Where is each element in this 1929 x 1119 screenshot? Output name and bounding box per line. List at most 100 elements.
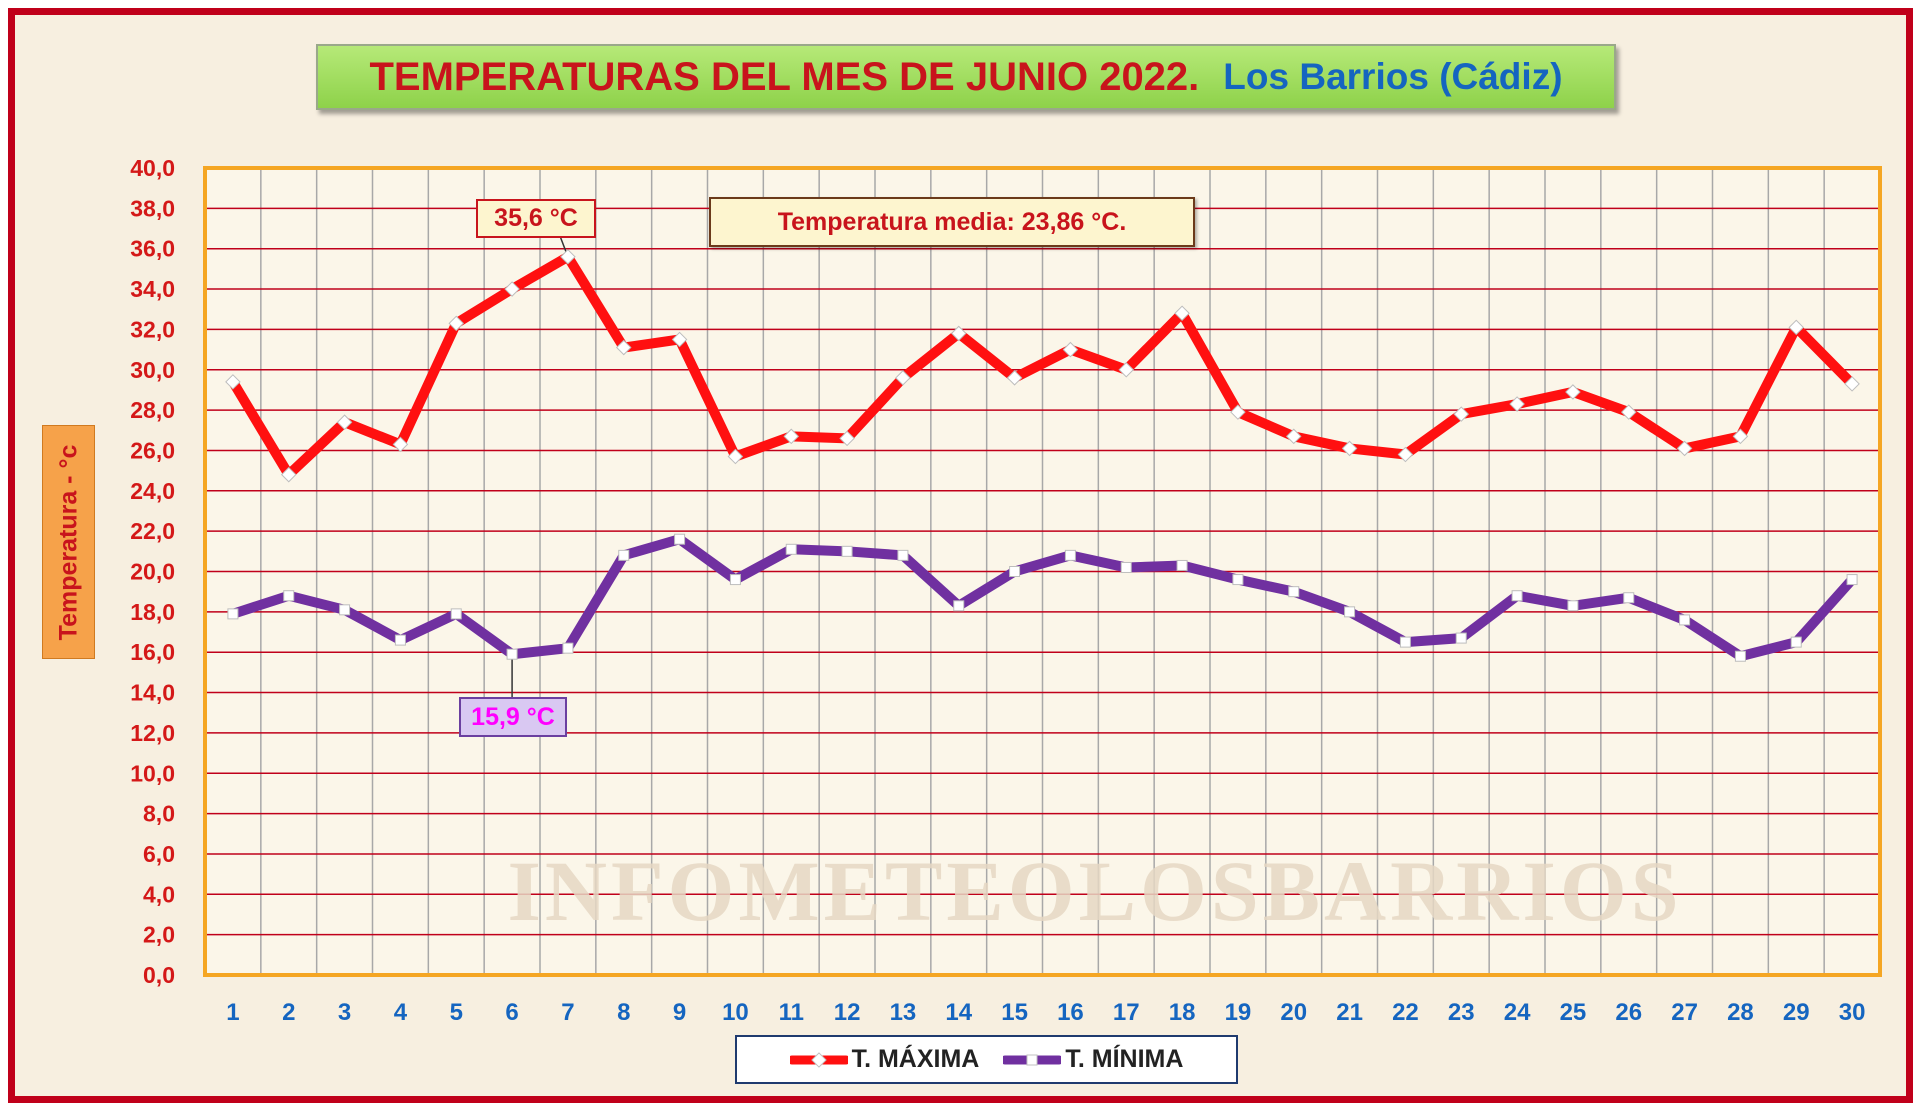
x-tick-label: 15 (1001, 999, 1028, 1026)
legend-label-min: T. MÍNIMA (1065, 1045, 1184, 1073)
x-tick-label: 1 (226, 999, 239, 1026)
series-points-max (225, 248, 1860, 483)
data-point (336, 414, 353, 430)
min-temperature-callout: 15,9 °C (459, 697, 567, 737)
data-point (1288, 586, 1300, 598)
x-tick-label: 17 (1113, 999, 1140, 1026)
data-point (1453, 406, 1470, 422)
data-point (1788, 319, 1805, 336)
data-point (785, 543, 797, 555)
x-tick-label: 25 (1560, 999, 1587, 1026)
data-point (1232, 574, 1244, 586)
plot-border (203, 166, 1882, 977)
legend-swatch-min (1003, 1054, 1062, 1065)
x-tick-label: 16 (1057, 999, 1084, 1026)
x-tick-label: 13 (890, 999, 917, 1026)
watermark: INFOMETEOLOSBARRIOS (507, 843, 1682, 939)
y-tick-label: 4,0 (143, 881, 175, 907)
chart-title: TEMPERATURAS DEL MES DE JUNIO 2022. (369, 54, 1200, 99)
series-points-min (227, 533, 1858, 662)
x-tick-label: 9 (673, 999, 686, 1026)
x-tick-label: 11 (779, 999, 804, 1026)
data-point (1174, 305, 1190, 322)
x-tick-label: 8 (617, 999, 630, 1026)
y-tick-label: 16,0 (130, 639, 175, 665)
data-point (504, 281, 520, 297)
data-point (394, 634, 406, 646)
data-point (1397, 446, 1414, 463)
x-tick-label: 2 (282, 999, 295, 1026)
y-tick-label: 34,0 (130, 276, 175, 302)
legend-item-min: T. MÍNIMA (1003, 1045, 1183, 1074)
series-line-max (227, 251, 1858, 480)
y-tick-label: 40,0 (130, 155, 175, 181)
x-tick-label: 7 (561, 999, 574, 1026)
max-temperature-callout: 35,6 °C (476, 199, 596, 238)
average-temperature-box: Temperatura media: 23,86 °C. (709, 197, 1195, 247)
legend-item-max: T. MÁXIMA (789, 1045, 979, 1074)
data-point (1676, 440, 1693, 457)
y-tick-label: 38,0 (130, 195, 175, 221)
data-point (225, 374, 241, 390)
data-point (1118, 361, 1135, 378)
data-point (339, 604, 351, 616)
chart-title-banner: TEMPERATURAS DEL MES DE JUNIO 2022. Los … (316, 44, 1616, 110)
data-point (1341, 440, 1358, 457)
series-line-min (227, 534, 1858, 662)
y-tick-label: 6,0 (143, 841, 175, 867)
x-tick-label: 3 (338, 999, 351, 1026)
data-point (450, 608, 462, 620)
data-point (1846, 574, 1858, 586)
y-tick-label: 18,0 (130, 599, 175, 625)
y-tick-label: 10,0 (130, 760, 175, 786)
x-tick-label: 21 (1336, 999, 1363, 1026)
data-point (280, 466, 297, 483)
x-tick-label: 5 (450, 999, 463, 1026)
data-point (1230, 404, 1246, 420)
data-point (671, 331, 688, 348)
data-point (1567, 600, 1579, 612)
y-tick-label: 8,0 (143, 801, 175, 827)
data-point (950, 325, 967, 342)
data-point (560, 248, 576, 265)
x-tick-label: 4 (394, 999, 408, 1026)
data-point (1732, 428, 1749, 445)
data-point (506, 648, 518, 660)
x-tick-label: 26 (1615, 999, 1642, 1026)
x-tick-label: 18 (1169, 999, 1196, 1026)
data-point (1006, 370, 1023, 386)
data-point (1344, 606, 1356, 618)
data-point (392, 436, 409, 453)
legend-swatch-max (789, 1051, 848, 1068)
data-point (1062, 341, 1079, 358)
y-tick-label: 12,0 (130, 720, 175, 746)
data-point (1064, 549, 1076, 561)
data-point (1790, 636, 1802, 648)
data-point (618, 549, 630, 561)
data-point (1511, 590, 1523, 602)
x-tick-label: 10 (722, 999, 749, 1026)
data-point (674, 533, 686, 545)
data-point (729, 574, 741, 586)
y-tick-label: 24,0 (130, 478, 175, 504)
chart-subtitle: Los Barrios (Cádiz) (1223, 56, 1563, 97)
data-point (783, 428, 800, 445)
x-tick-label: 30 (1839, 999, 1866, 1026)
data-point (283, 590, 295, 602)
y-tick-label: 36,0 (130, 236, 175, 262)
data-point (1679, 614, 1691, 626)
chart-legend: T. MÁXIMA T. MÍNIMA (735, 1035, 1238, 1084)
data-point (1176, 559, 1188, 571)
x-tick-label: 12 (834, 999, 861, 1026)
data-point (895, 370, 911, 386)
y-tick-label: 22,0 (130, 518, 175, 544)
data-point (1620, 404, 1637, 420)
data-point (1120, 561, 1132, 573)
y-tick-label: 32,0 (130, 316, 175, 342)
data-point (1509, 396, 1525, 412)
y-tick-label: 26,0 (130, 437, 175, 463)
data-point (227, 608, 239, 620)
x-axis-ticks: 1 2 3 4 5 6 7 8 9 10 11 12 13 14 15 16 17 18 19 20 21 22 23 24 2… (226, 999, 1865, 1026)
x-tick-label: 28 (1727, 999, 1754, 1026)
